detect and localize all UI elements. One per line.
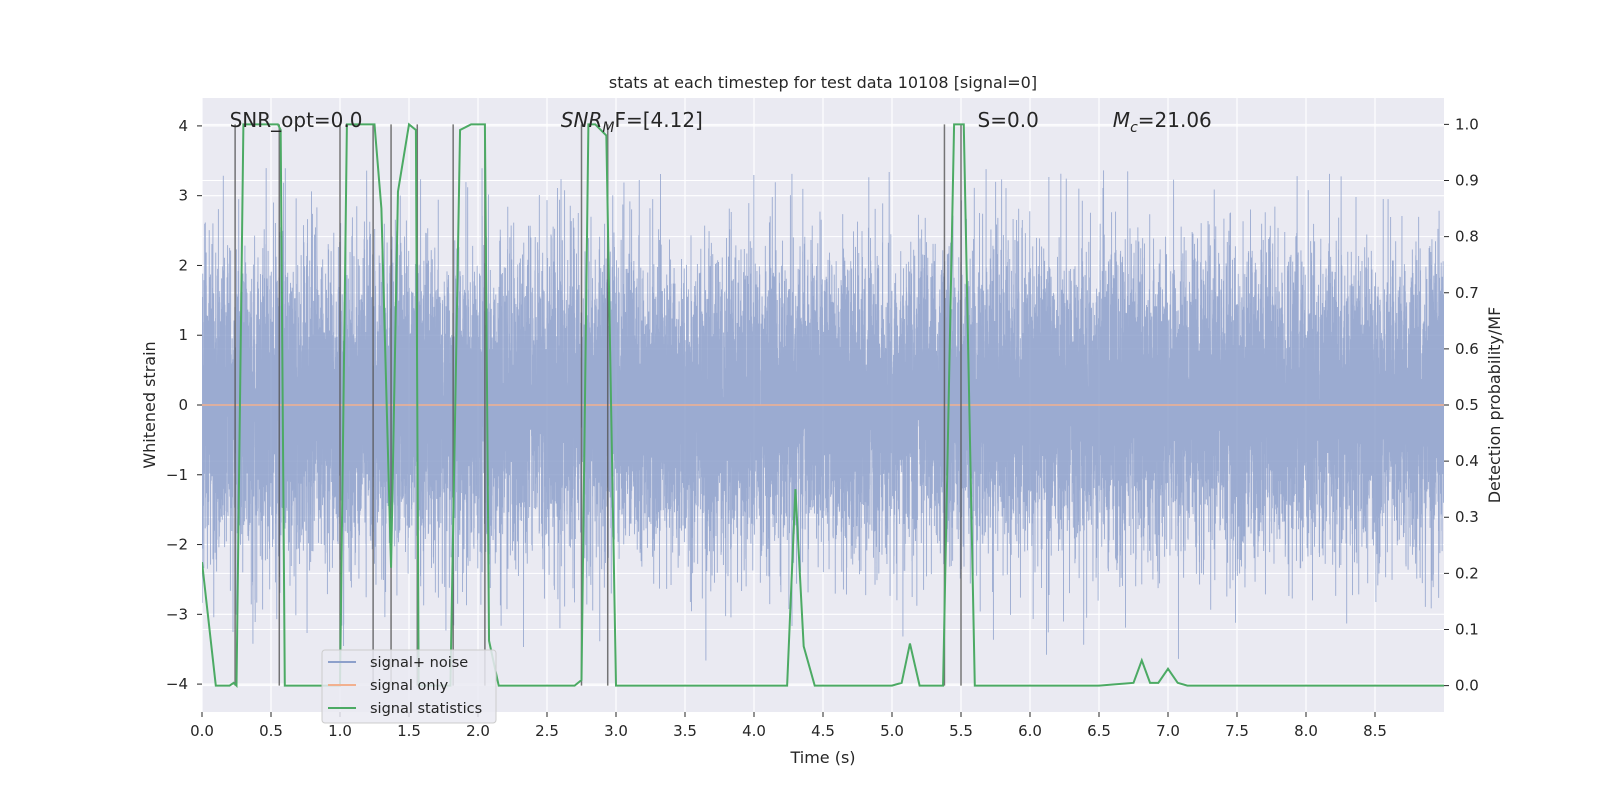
x-tick-label: 1.5 xyxy=(397,722,421,740)
x-tick-label: 4.5 xyxy=(811,722,835,740)
y2-tick-label: 0.1 xyxy=(1455,620,1479,638)
y-tick-label: 1 xyxy=(178,326,188,344)
x-tick-label: 4.0 xyxy=(742,722,766,740)
x-tick-label: 6.5 xyxy=(1087,722,1111,740)
x-tick-label: 7.5 xyxy=(1225,722,1249,740)
y-tick-label: 4 xyxy=(178,117,188,135)
annotations: SNR_opt=0.0 SNRMF=[4.12] S=0.0 Mc=21.06 xyxy=(230,108,1212,136)
legend-label-signal-only: signal only xyxy=(370,678,449,694)
x-tick-label: 0.0 xyxy=(190,722,214,740)
y2-tick-label: 0.5 xyxy=(1455,396,1479,414)
y-tick-label: −3 xyxy=(166,605,188,623)
legend-label-signal-plus-noise: signal+ noise xyxy=(370,655,468,671)
x-tick-label: 8.0 xyxy=(1294,722,1318,740)
y-axis-ticks: −4 −3 −2 −1 0 1 2 3 4 xyxy=(166,117,202,693)
y2-axis-ticks: 0.0 0.1 0.2 0.3 0.4 0.5 0.6 0.7 0.8 0.9 1.0 xyxy=(1444,115,1479,695)
y2-tick-label: 1.0 xyxy=(1455,115,1479,133)
y-tick-label: 3 xyxy=(178,187,188,205)
x-tick-label: 3.5 xyxy=(673,722,697,740)
annotation-snr-opt: SNR_opt=0.0 xyxy=(230,108,363,132)
y-tick-label: 0 xyxy=(178,396,188,414)
y2-tick-label: 0.3 xyxy=(1455,508,1479,526)
x-tick-label: 5.5 xyxy=(949,722,973,740)
legend-box xyxy=(321,649,497,724)
x-tick-label: 2.0 xyxy=(466,722,490,740)
annotation-snr-mf: SNRMF=[4.12] xyxy=(561,108,703,136)
y-tick-label: −1 xyxy=(166,466,188,484)
chart-title: stats at each timestep for test data 101… xyxy=(609,73,1037,92)
y2-tick-label: 0.4 xyxy=(1455,452,1479,470)
annotation-s-value: S=0.0 xyxy=(978,108,1039,132)
x-tick-label: 3.0 xyxy=(604,722,628,740)
y2-tick-label: 0.6 xyxy=(1455,340,1479,358)
x-tick-label: 6.0 xyxy=(1018,722,1042,740)
y2-tick-label: 0.0 xyxy=(1455,677,1479,695)
x-axis-label: Time (s) xyxy=(789,748,855,767)
x-tick-label: 0.5 xyxy=(259,722,283,740)
signal-plus-noise-line xyxy=(202,168,1444,661)
y2-tick-label: 0.7 xyxy=(1455,284,1479,302)
y2-tick-label: 0.9 xyxy=(1455,172,1479,190)
y-tick-label: 2 xyxy=(178,256,188,274)
x-tick-label: 5.0 xyxy=(880,722,904,740)
x-tick-label: 1.0 xyxy=(328,722,352,740)
legend: signal+ noise signal only signal statist… xyxy=(321,649,497,724)
y-axis-label: Whitened strain xyxy=(140,341,159,468)
y2-tick-label: 0.8 xyxy=(1455,228,1479,246)
x-tick-label: 8.5 xyxy=(1363,722,1387,740)
legend-label-signal-statistics: signal statistics xyxy=(370,701,482,717)
y-tick-label: −4 xyxy=(166,675,188,693)
x-axis-ticks: 0.0 0.5 1.0 1.5 2.0 2.5 3.0 3.5 4.0 4.5 5.0 5.5 6.0 6… xyxy=(190,712,1387,740)
series-signal-plus-noise xyxy=(202,168,1444,661)
annotation-chirp-mass: Mc=21.06 xyxy=(1113,108,1212,136)
x-tick-label: 2.5 xyxy=(535,722,559,740)
y2-axis-label: Detection probability/MF xyxy=(1485,307,1504,504)
y2-tick-label: 0.2 xyxy=(1455,564,1479,582)
x-tick-label: 7.0 xyxy=(1156,722,1180,740)
y-tick-label: −2 xyxy=(166,536,188,554)
